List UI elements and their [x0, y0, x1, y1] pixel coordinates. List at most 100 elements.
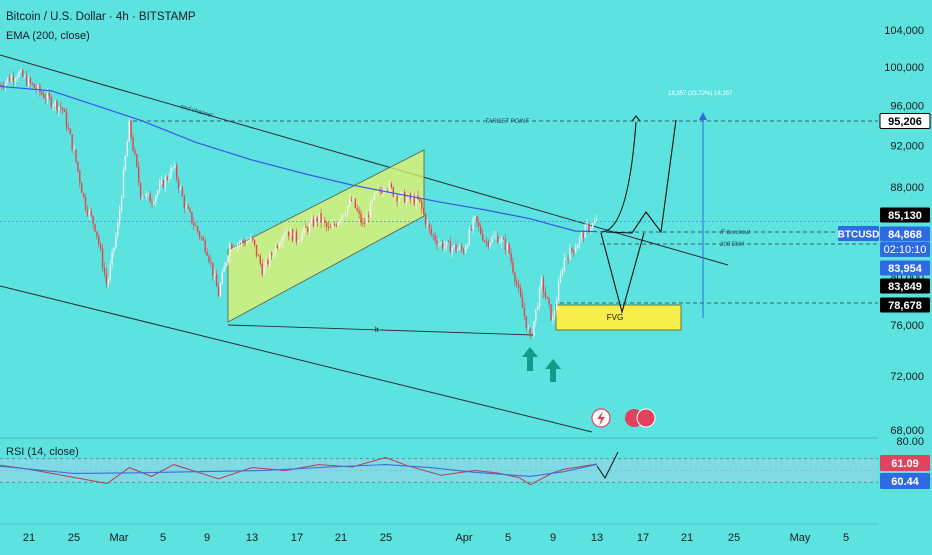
candle-body: [153, 201, 155, 204]
candle-body: [592, 222, 594, 229]
candle-body: [575, 248, 577, 253]
candle-body: [67, 127, 70, 129]
candle-body: [322, 219, 324, 223]
candle-body: [472, 218, 474, 230]
flag-event-icon[interactable]: [636, 408, 656, 428]
ema-200-label: 200 EMA: [719, 242, 745, 248]
candle-body: [371, 199, 374, 203]
candle-body: [428, 223, 431, 230]
candle-body: [8, 77, 11, 82]
candle-body: [22, 70, 24, 77]
candle-body: [453, 244, 455, 248]
candle-body: [573, 250, 575, 253]
candle-body: [246, 241, 248, 245]
candle-body: [37, 85, 39, 90]
candle-body: [155, 195, 157, 202]
candle-body: [519, 287, 522, 297]
candle-body: [369, 202, 372, 218]
candle-body: [318, 213, 320, 222]
candle-body: [147, 193, 149, 195]
time-tick-label: 21: [335, 532, 347, 544]
time-axis: 21 25 Mar 5 9 13 17 21 25 Apr 5 9 13 17 21 25 May 5: [23, 532, 849, 544]
candle-body: [352, 198, 355, 201]
time-tick-label: 21: [23, 532, 35, 544]
candle-body: [25, 75, 28, 86]
candle-body: [18, 71, 20, 77]
candle-body: [109, 264, 111, 280]
candle-body: [115, 235, 117, 248]
candle-body: [400, 192, 402, 199]
fvg-zone: [555, 304, 682, 331]
candle-body: [303, 226, 305, 233]
support-line: [227, 324, 535, 336]
candle-body: [5, 81, 7, 88]
candle-body: [480, 226, 482, 234]
rsi-ma-line: [0, 463, 598, 477]
candle-body: [164, 177, 166, 188]
candle-body: [141, 196, 144, 198]
time-tick-label: 13: [591, 532, 603, 544]
candle-body: [447, 241, 450, 242]
candle-body: [559, 274, 562, 283]
candle-body: [499, 242, 501, 244]
candle-body: [231, 244, 233, 249]
candle-body: [360, 213, 362, 223]
candle-body: [430, 229, 432, 235]
candle-body: [432, 234, 434, 236]
candle-body: [179, 187, 182, 189]
candle-body: [491, 237, 493, 243]
candle-body: [77, 161, 79, 171]
candle-body: [516, 281, 518, 285]
candle-body: [263, 266, 265, 275]
candle-body: [187, 206, 189, 209]
candle-body: [124, 156, 127, 170]
candle-body: [158, 183, 161, 192]
candle-body: [381, 191, 383, 194]
candle-body: [500, 238, 503, 243]
candle-body: [172, 167, 174, 169]
candle-body: [578, 237, 581, 245]
countdown-text: 02:10:10: [884, 244, 927, 256]
candle-body: [50, 97, 52, 107]
candle-body: [157, 191, 159, 196]
candle-body: [512, 261, 514, 273]
candle-body: [529, 328, 531, 335]
candle-body: [183, 196, 185, 209]
channel-upper-line: [0, 54, 729, 266]
candle-body: [233, 247, 235, 249]
candle-body: [314, 217, 317, 227]
candle-body: [557, 282, 560, 301]
candle-body: [286, 231, 288, 233]
candle-body: [128, 120, 130, 142]
candle-body: [518, 284, 520, 288]
candle-body: [502, 238, 505, 240]
time-tick-label: Apr: [455, 532, 472, 544]
candle-body: [58, 106, 60, 111]
candle-body: [324, 219, 326, 223]
candle-body: [132, 137, 134, 151]
time-tick-label: 5: [160, 532, 166, 544]
candle-body: [248, 240, 250, 242]
candle-body: [339, 220, 341, 223]
price-tag: 84,868: [880, 226, 930, 242]
candle-body: [195, 225, 197, 227]
ema-200-line: [0, 85, 598, 233]
candle-body: [291, 229, 294, 241]
candle-body: [6, 77, 9, 82]
candle-body: [305, 226, 307, 228]
rsi-ma-value-text: 60.44: [891, 476, 919, 488]
candle-body: [217, 286, 220, 297]
price-tag: 95,206: [879, 113, 931, 129]
candle-body: [272, 254, 275, 256]
candle-body: [468, 229, 470, 245]
bull-flag-zone: [227, 149, 425, 323]
candle-body: [377, 189, 379, 193]
candle-body: [537, 306, 539, 310]
rsi-projection: [596, 451, 619, 479]
price-tick-label: 76,000: [890, 320, 924, 332]
rsi-value-text: 61.09: [891, 458, 919, 470]
candle-body: [540, 278, 543, 287]
candle-body: [335, 224, 337, 226]
